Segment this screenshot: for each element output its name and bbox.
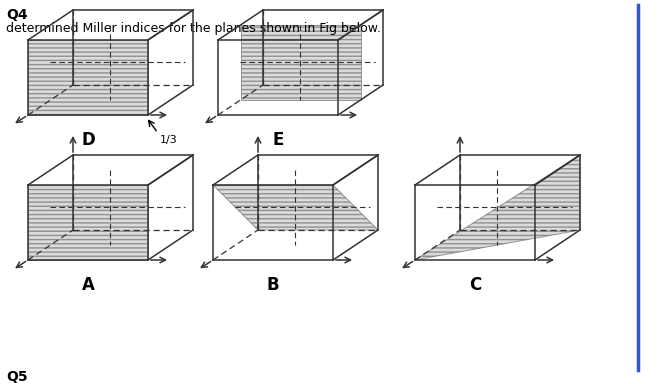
Text: Q4: Q4 <box>6 8 27 22</box>
Text: Q5: Q5 <box>6 370 27 384</box>
Text: A: A <box>81 276 95 294</box>
Polygon shape <box>241 25 360 100</box>
Polygon shape <box>415 155 580 260</box>
Text: determined Miller indices for the planes shown in Fig below.: determined Miller indices for the planes… <box>6 22 381 35</box>
Polygon shape <box>213 185 378 230</box>
Text: C: C <box>469 276 481 294</box>
Polygon shape <box>28 185 148 260</box>
Text: B: B <box>267 276 279 294</box>
Text: E: E <box>272 131 283 149</box>
Polygon shape <box>28 40 148 115</box>
Text: 1/3: 1/3 <box>160 135 177 145</box>
Text: D: D <box>81 131 95 149</box>
